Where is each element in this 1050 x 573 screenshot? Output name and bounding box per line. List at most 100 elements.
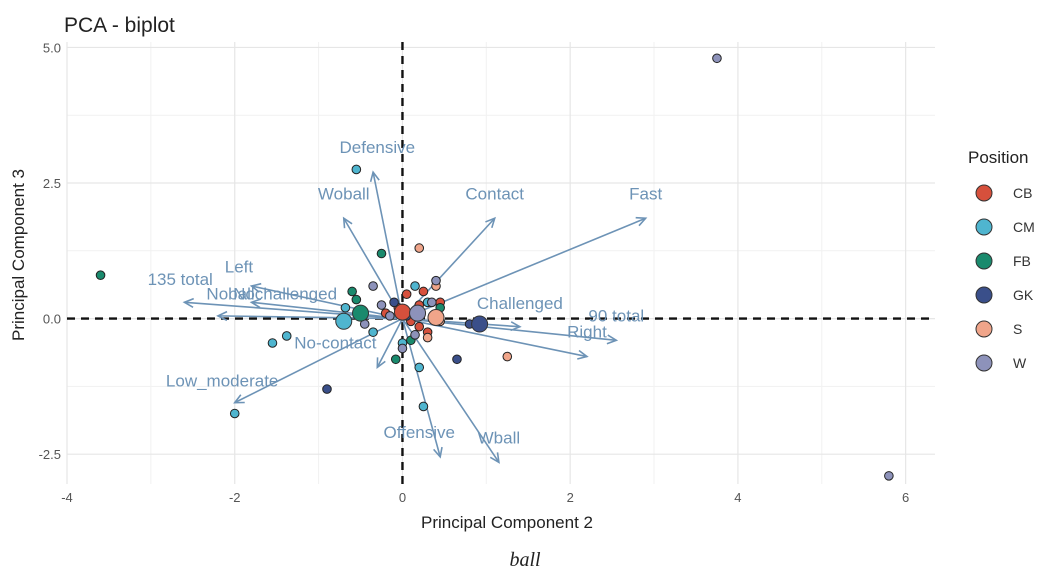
legend-label-s: S: [1013, 321, 1022, 337]
legend-swatch-gk: [975, 286, 993, 304]
data-point-cb: [418, 286, 429, 297]
legend-label-cb: CB: [1013, 185, 1032, 201]
legend: Position CB CM FB GK S W: [968, 148, 1035, 372]
loading-label: Fast: [629, 184, 662, 203]
data-point-cm: [229, 408, 240, 419]
loading-label: Nochallenged: [233, 285, 337, 304]
data-point-w: [427, 297, 437, 308]
data-point-cm: [267, 338, 278, 348]
loading-arrow: [217, 315, 403, 320]
legend-swatch-fb: [975, 252, 993, 270]
legend-swatch-s: [975, 320, 993, 338]
data-point-s: [422, 332, 433, 343]
y-tick-label: 2.5: [43, 176, 61, 191]
y-tick-label: 0.0: [43, 312, 61, 327]
centroid-point-fb: [352, 304, 370, 322]
legend-label-cm: CM: [1013, 219, 1035, 235]
data-point-fb: [351, 294, 362, 305]
loading-label: Right: [567, 323, 607, 342]
legend-label-fb: FB: [1013, 253, 1031, 269]
loading-arrowhead: [376, 357, 386, 370]
data-point-fb: [376, 248, 387, 259]
chart-title: PCA - biplot: [64, 14, 175, 37]
data-point-cb: [401, 289, 412, 299]
loading-arrow: [401, 318, 500, 463]
legend-label-w: W: [1013, 355, 1027, 371]
loading-label: Offensive: [383, 423, 455, 442]
loading-label: Low_moderate: [166, 371, 278, 390]
centroid-point-w: [409, 304, 427, 322]
legend-swatch-cm: [975, 218, 993, 236]
y-tick-label: 5.0: [43, 40, 61, 55]
centroid-point-gk: [471, 315, 489, 333]
loading-arrowhead: [577, 349, 589, 360]
legend-title: Position: [968, 148, 1028, 167]
data-point-fb: [347, 286, 357, 297]
data-points: [95, 53, 894, 481]
loading-label: Woball: [318, 184, 370, 203]
y-axis-ticks: -2.5 0.0 2.5 5.0: [39, 40, 61, 462]
grid-minor: [67, 42, 935, 484]
data-point-w: [397, 343, 408, 354]
loading-arrowhead: [369, 170, 380, 183]
reference-lines: [67, 42, 935, 484]
loading-arrowhead: [489, 452, 500, 464]
data-point-w: [712, 53, 722, 64]
loading-arrowhead: [182, 297, 195, 309]
x-tick-label: -2: [229, 490, 241, 505]
loading-arrowhead: [216, 310, 228, 322]
legend-entries: CB CM FB GK S W: [975, 184, 1035, 372]
x-tick-label: 4: [734, 490, 741, 505]
data-point-gk: [322, 384, 332, 394]
data-point-w: [368, 281, 378, 291]
loading-label: Contact: [465, 184, 524, 203]
loading-label: No-contact: [294, 333, 376, 352]
figure-caption: ball: [509, 549, 541, 571]
legend-swatch-cb: [975, 184, 993, 202]
data-point-w: [376, 300, 387, 310]
loading-arrow: [372, 172, 404, 319]
data-point-gk: [389, 297, 399, 308]
data-point-fb: [95, 270, 106, 281]
x-tick-label: -4: [61, 490, 73, 505]
centroid-point-s: [427, 309, 445, 327]
data-point-cm: [351, 164, 362, 175]
centroid-point-cm: [335, 312, 353, 330]
data-point-fb: [390, 354, 401, 365]
data-point-gk: [452, 354, 462, 365]
loading-label: Left: [225, 257, 254, 276]
x-axis-label: Principal Component 2: [421, 513, 593, 532]
loading-arrow: [251, 301, 403, 320]
data-point-cm: [281, 331, 292, 341]
data-point-s: [414, 243, 425, 253]
loading-label: Noball: [206, 285, 254, 304]
legend-label-gk: GK: [1013, 287, 1034, 303]
loading-arrowhead: [606, 334, 619, 345]
x-axis-ticks: -4 -2 0 2 4 6: [61, 490, 909, 505]
loading-arrowhead: [433, 446, 443, 459]
loading-label: Challenged: [477, 294, 563, 313]
loading-label: Wball: [478, 428, 521, 447]
data-point-w: [431, 275, 441, 286]
loading-arrowhead: [635, 216, 648, 227]
data-point-w: [385, 311, 395, 321]
loading-label: 135 total: [148, 270, 213, 289]
data-point-cm: [368, 327, 378, 337]
data-point-w: [884, 471, 894, 481]
data-point-s: [502, 351, 513, 362]
data-point-cb: [414, 321, 425, 332]
loading-label: Defensive: [339, 138, 415, 157]
centroid-point-cb: [393, 303, 411, 321]
loading-arrowhead: [249, 282, 262, 293]
data-point-w: [410, 330, 420, 340]
loading-arrowhead: [233, 394, 245, 404]
y-tick-label: -2.5: [39, 447, 61, 462]
y-axis-label: Principal Component 3: [9, 169, 28, 341]
x-tick-label: 0: [399, 490, 406, 505]
loading-arrow: [251, 285, 403, 320]
loading-arrow: [376, 318, 404, 368]
loading-arrowhead: [249, 298, 262, 309]
x-tick-label: 2: [567, 490, 574, 505]
data-point-cm: [410, 281, 420, 291]
